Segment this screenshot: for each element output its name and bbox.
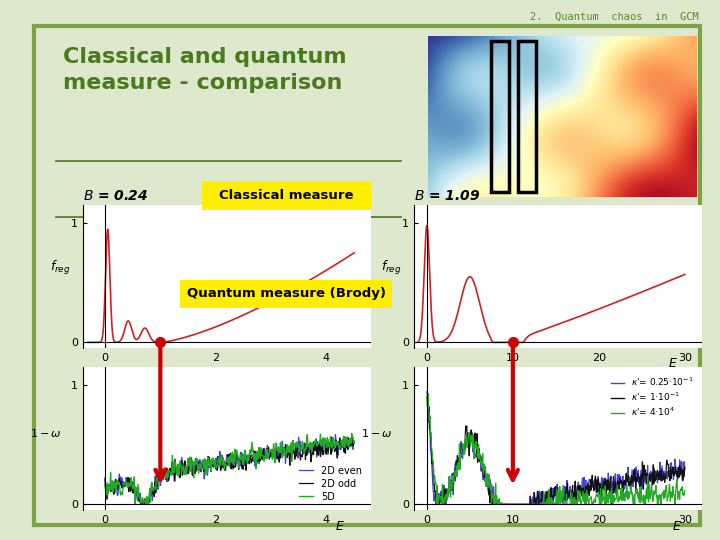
Text: E: E — [668, 356, 676, 370]
2D odd — [328, 434, 336, 441]
2D even — [331, 431, 340, 438]
Legend: 2D even, 2D odd, 5D: 2D even, 2D odd, 5D — [294, 462, 366, 505]
FancyBboxPatch shape — [180, 280, 392, 308]
2D even — [101, 477, 109, 483]
2D even — [130, 486, 139, 492]
5D — [350, 437, 359, 444]
Line: 2D odd: 2D odd — [105, 437, 354, 504]
2D even — [282, 450, 291, 457]
2D odd — [281, 441, 289, 448]
Y-axis label: $f_{reg}$: $f_{reg}$ — [381, 259, 401, 276]
2D even — [137, 501, 145, 508]
2D odd — [258, 454, 266, 461]
2D odd — [101, 475, 109, 481]
2D odd — [350, 439, 359, 446]
5D — [101, 481, 109, 488]
Line: 2D even: 2D even — [105, 435, 354, 504]
Y-axis label: $1-\omega$: $1-\omega$ — [30, 427, 62, 438]
5D — [258, 453, 266, 459]
Text: $B$ = 0.24: $B$ = 0.24 — [83, 188, 148, 202]
Line: 5D: 5D — [105, 434, 354, 504]
Legend: $\kappa$'= 0.25·10$^{-1}$, $\kappa$'= 1·10$^{-1}$, $\kappa$'= 4·10$^{4}$: $\kappa$'= 0.25·10$^{-1}$, $\kappa$'= 1·… — [607, 372, 698, 422]
Text: E: E — [336, 520, 343, 533]
5D — [182, 468, 191, 475]
Bar — [518, 40, 536, 192]
5D — [281, 450, 289, 456]
2D even — [258, 457, 266, 463]
2D odd — [136, 501, 145, 508]
2D odd — [182, 465, 191, 471]
Text: 2.  Quantum  chaos  in  GCM: 2. Quantum chaos in GCM — [530, 12, 698, 22]
2D odd — [200, 468, 209, 474]
Text: Classical measure: Classical measure — [220, 189, 354, 202]
2D even — [281, 460, 289, 467]
Y-axis label: $1-\omega$: $1-\omega$ — [361, 427, 393, 438]
5D — [130, 500, 139, 507]
FancyBboxPatch shape — [202, 181, 371, 210]
Bar — [491, 40, 510, 192]
Text: $B$ = 1.09: $B$ = 1.09 — [414, 188, 480, 202]
5D — [347, 430, 356, 437]
Text: E: E — [672, 520, 680, 533]
Y-axis label: $f_{reg}$: $f_{reg}$ — [50, 259, 70, 276]
5D — [282, 446, 291, 452]
2D even — [350, 440, 359, 447]
Text: Classical and quantum
measure - comparison: Classical and quantum measure - comparis… — [63, 47, 346, 92]
2D even — [200, 476, 209, 482]
2D odd — [282, 442, 291, 449]
2D odd — [130, 496, 139, 503]
5D — [200, 456, 209, 462]
Text: Quantum measure (Brody): Quantum measure (Brody) — [187, 287, 386, 300]
2D even — [182, 470, 191, 477]
5D — [142, 501, 150, 508]
